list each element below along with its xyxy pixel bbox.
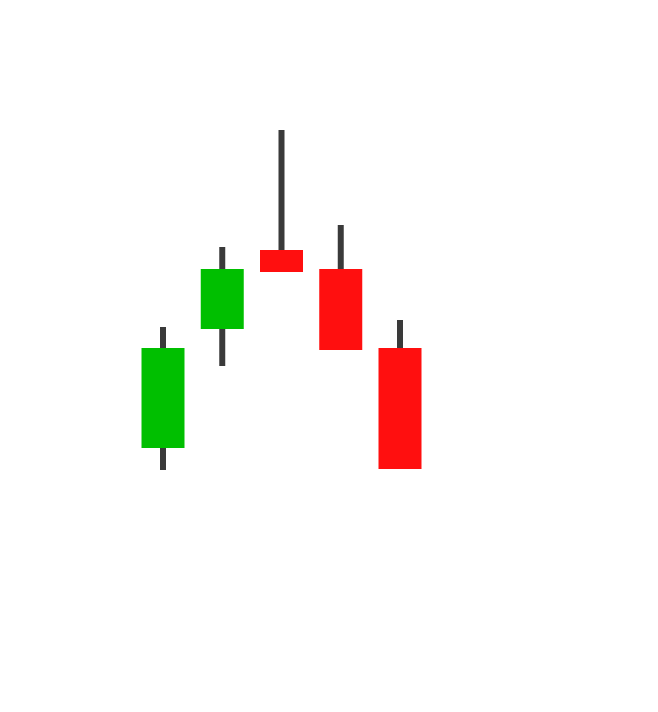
candle-3: [260, 130, 303, 272]
candle-5-body: [378, 348, 422, 469]
candle-1: [141, 327, 185, 470]
candle-2-body: [200, 269, 244, 329]
candle-4-body: [319, 269, 363, 350]
candle-4: [319, 225, 363, 350]
candle-2: [200, 247, 244, 366]
candle-3-body: [260, 250, 303, 272]
candle-5: [378, 320, 422, 469]
candle-3-wick: [278, 130, 285, 272]
candles-layer: [141, 130, 422, 470]
candle-1-body: [141, 348, 185, 448]
